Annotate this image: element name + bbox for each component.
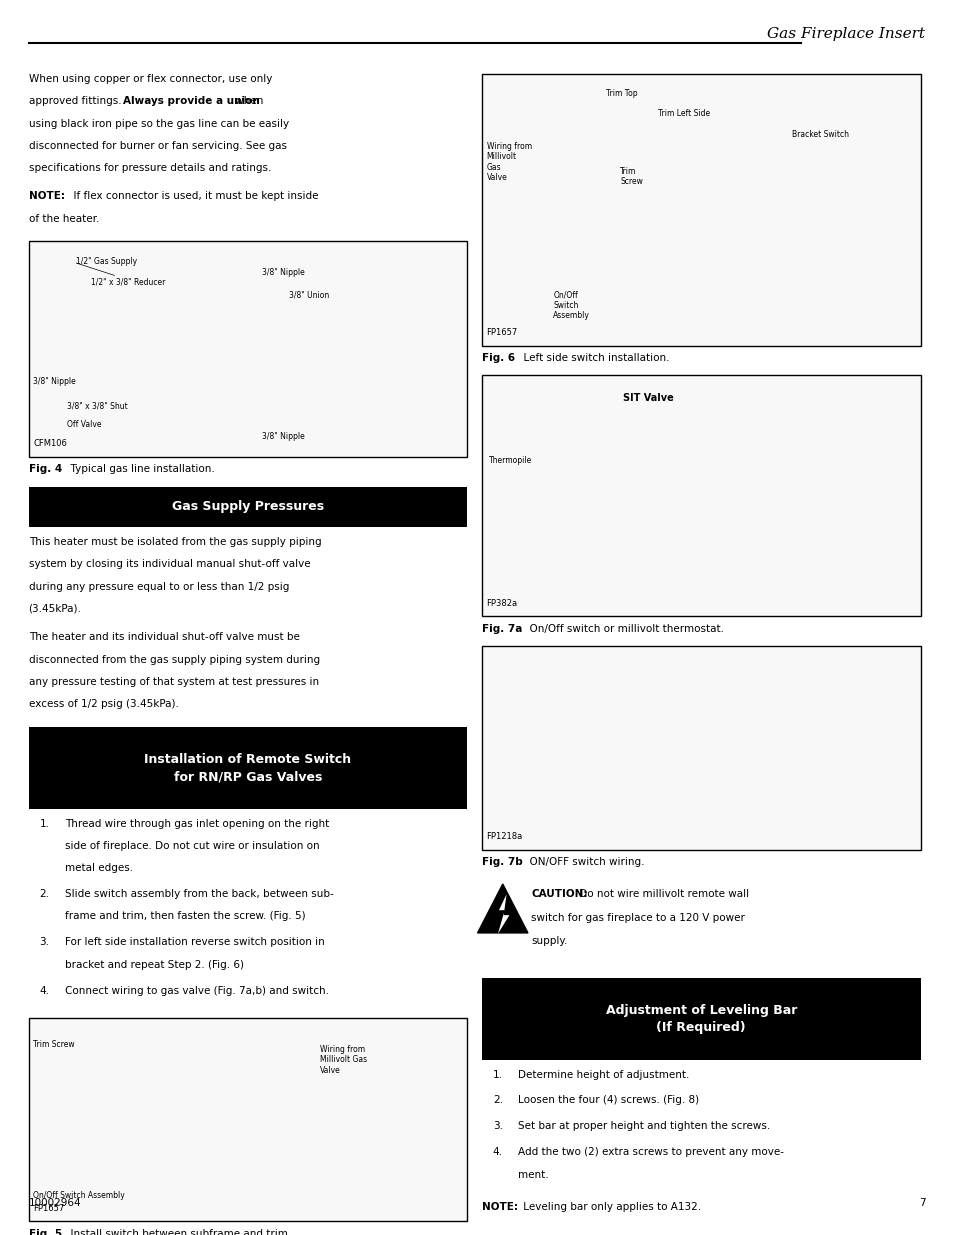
- Bar: [29, 241, 467, 457]
- Text: Wiring from
Millivolt Gas
Valve: Wiring from Millivolt Gas Valve: [319, 1045, 366, 1074]
- Text: 4.: 4.: [40, 986, 50, 995]
- Text: approved fittings.: approved fittings.: [29, 96, 124, 106]
- Text: Install switch between subframe and trim.: Install switch between subframe and trim…: [64, 1229, 291, 1235]
- Text: 1.: 1.: [493, 1070, 502, 1079]
- Text: using black iron pipe so the gas line can be easily: using black iron pipe so the gas line ca…: [29, 119, 289, 128]
- Text: switch for gas fireplace to a 120 V power: switch for gas fireplace to a 120 V powe…: [531, 913, 744, 923]
- Text: Wiring from
Millivolt
Gas
Valve: Wiring from Millivolt Gas Valve: [486, 142, 531, 183]
- Text: ment.: ment.: [517, 1170, 548, 1179]
- Text: disconnected from the gas supply piping system during: disconnected from the gas supply piping …: [29, 655, 319, 664]
- Polygon shape: [497, 894, 509, 934]
- Text: frame and trim, then fasten the screw. (Fig. 5): frame and trim, then fasten the screw. (…: [65, 911, 305, 921]
- Text: Fig. 6: Fig. 6: [481, 353, 515, 363]
- Text: 3.: 3.: [493, 1121, 502, 1131]
- Text: ON/OFF switch wiring.: ON/OFF switch wiring.: [522, 857, 643, 867]
- Text: Trim Left Side: Trim Left Side: [658, 109, 710, 117]
- Text: SIT Valve: SIT Valve: [622, 393, 673, 403]
- Bar: [29, 727, 467, 809]
- Text: 10002964: 10002964: [29, 1198, 81, 1208]
- Text: Thread wire through gas inlet opening on the right: Thread wire through gas inlet opening on…: [65, 819, 329, 829]
- Text: 1/2" Gas Supply: 1/2" Gas Supply: [76, 257, 137, 266]
- Text: Typical gas line installation.: Typical gas line installation.: [64, 464, 214, 474]
- Text: This heater must be isolated from the gas supply piping: This heater must be isolated from the ga…: [29, 537, 321, 547]
- Bar: [29, 1018, 467, 1221]
- Text: Thermopile: Thermopile: [489, 456, 532, 464]
- Text: 3/8" Nipple: 3/8" Nipple: [262, 268, 305, 277]
- Text: Fig. 4: Fig. 4: [29, 464, 62, 474]
- Text: FP1657: FP1657: [486, 329, 517, 337]
- Text: NOTE:: NOTE:: [29, 191, 65, 201]
- Text: metal edges.: metal edges.: [65, 863, 132, 873]
- Text: On/Off switch or millivolt thermostat.: On/Off switch or millivolt thermostat.: [522, 624, 722, 634]
- Text: FP1657: FP1657: [33, 1204, 65, 1213]
- Bar: [481, 375, 920, 616]
- Text: 2.: 2.: [493, 1095, 502, 1105]
- Text: during any pressure equal to or less than 1/2 psig: during any pressure equal to or less tha…: [29, 582, 289, 592]
- Text: CAUTION:: CAUTION:: [531, 889, 587, 899]
- Text: system by closing its individual manual shut-off valve: system by closing its individual manual …: [29, 559, 310, 569]
- Text: Determine height of adjustment.: Determine height of adjustment.: [517, 1070, 689, 1079]
- Text: Fig. 7a: Fig. 7a: [481, 624, 521, 634]
- Text: The heater and its individual shut-off valve must be: The heater and its individual shut-off v…: [29, 632, 299, 642]
- Text: 4.: 4.: [493, 1147, 502, 1157]
- Text: 1/2" x 3/8" Reducer: 1/2" x 3/8" Reducer: [91, 278, 165, 287]
- Text: Fig. 7b: Fig. 7b: [481, 857, 522, 867]
- Text: Adjustment of Leveling Bar
(If Required): Adjustment of Leveling Bar (If Required): [605, 1004, 796, 1034]
- Text: supply.: supply.: [531, 936, 567, 946]
- Text: of the heater.: of the heater.: [29, 214, 99, 224]
- Text: 2.: 2.: [40, 889, 50, 899]
- Text: Left side switch installation.: Left side switch installation.: [517, 353, 668, 363]
- Text: For left side installation reverse switch position in: For left side installation reverse switc…: [65, 937, 324, 947]
- Text: Trim Screw: Trim Screw: [33, 1040, 75, 1049]
- Bar: [481, 74, 920, 346]
- Polygon shape: [477, 884, 527, 932]
- Text: Loosen the four (4) screws. (Fig. 8): Loosen the four (4) screws. (Fig. 8): [517, 1095, 699, 1105]
- Bar: [481, 978, 920, 1060]
- Text: when: when: [232, 96, 263, 106]
- Text: 1.: 1.: [40, 819, 50, 829]
- Text: Gas Fireplace Insert: Gas Fireplace Insert: [766, 27, 924, 41]
- Text: Add the two (2) extra screws to prevent any move-: Add the two (2) extra screws to prevent …: [517, 1147, 783, 1157]
- Text: Leveling bar only applies to A132.: Leveling bar only applies to A132.: [519, 1202, 700, 1212]
- Text: any pressure testing of that system at test pressures in: any pressure testing of that system at t…: [29, 677, 318, 687]
- Text: Always provide a union: Always provide a union: [123, 96, 259, 106]
- Text: specifications for pressure details and ratings.: specifications for pressure details and …: [29, 163, 271, 173]
- Text: 3/8" Union: 3/8" Union: [289, 290, 329, 299]
- Text: Off Valve: Off Valve: [67, 420, 101, 429]
- Text: Trim
Screw: Trim Screw: [619, 167, 642, 186]
- Text: When using copper or flex connector, use only: When using copper or flex connector, use…: [29, 74, 272, 84]
- Text: FP382a: FP382a: [486, 599, 517, 608]
- Text: side of fireplace. Do not cut wire or insulation on: side of fireplace. Do not cut wire or in…: [65, 841, 319, 851]
- Text: 7: 7: [918, 1198, 924, 1208]
- Text: Set bar at proper height and tighten the screws.: Set bar at proper height and tighten the…: [517, 1121, 769, 1131]
- Text: bracket and repeat Step 2. (Fig. 6): bracket and repeat Step 2. (Fig. 6): [65, 960, 244, 969]
- Text: Gas Supply Pressures: Gas Supply Pressures: [172, 500, 324, 514]
- Text: 3/8" x 3/8" Shut: 3/8" x 3/8" Shut: [67, 401, 128, 410]
- Text: 3/8" Nipple: 3/8" Nipple: [262, 432, 305, 441]
- Text: Installation of Remote Switch
for RN/RP Gas Valves: Installation of Remote Switch for RN/RP …: [144, 753, 352, 783]
- Text: FP1218a: FP1218a: [486, 832, 522, 841]
- Text: excess of 1/2 psig (3.45kPa).: excess of 1/2 psig (3.45kPa).: [29, 699, 178, 709]
- Text: On/Off Switch Assembly: On/Off Switch Assembly: [33, 1191, 125, 1199]
- Text: Do not wire millivolt remote wall: Do not wire millivolt remote wall: [575, 889, 748, 899]
- Text: If flex connector is used, it must be kept inside: If flex connector is used, it must be ke…: [67, 191, 318, 201]
- Text: Trim Top: Trim Top: [605, 89, 637, 98]
- Text: disconnected for burner or fan servicing. See gas: disconnected for burner or fan servicing…: [29, 141, 286, 151]
- Text: On/Off
Switch
Assembly: On/Off Switch Assembly: [553, 290, 590, 320]
- Text: CFM106: CFM106: [33, 440, 68, 448]
- Text: (3.45kPa).: (3.45kPa).: [29, 604, 81, 614]
- Text: 3/8" Nipple: 3/8" Nipple: [33, 377, 76, 385]
- Text: Slide switch assembly from the back, between sub-: Slide switch assembly from the back, bet…: [65, 889, 334, 899]
- Bar: [29, 487, 467, 527]
- Text: Fig. 5: Fig. 5: [29, 1229, 62, 1235]
- Text: 3.: 3.: [40, 937, 50, 947]
- Bar: [481, 646, 920, 850]
- Text: Connect wiring to gas valve (Fig. 7a,b) and switch.: Connect wiring to gas valve (Fig. 7a,b) …: [65, 986, 329, 995]
- Text: NOTE:: NOTE:: [481, 1202, 517, 1212]
- Text: Bracket Switch: Bracket Switch: [791, 130, 848, 138]
